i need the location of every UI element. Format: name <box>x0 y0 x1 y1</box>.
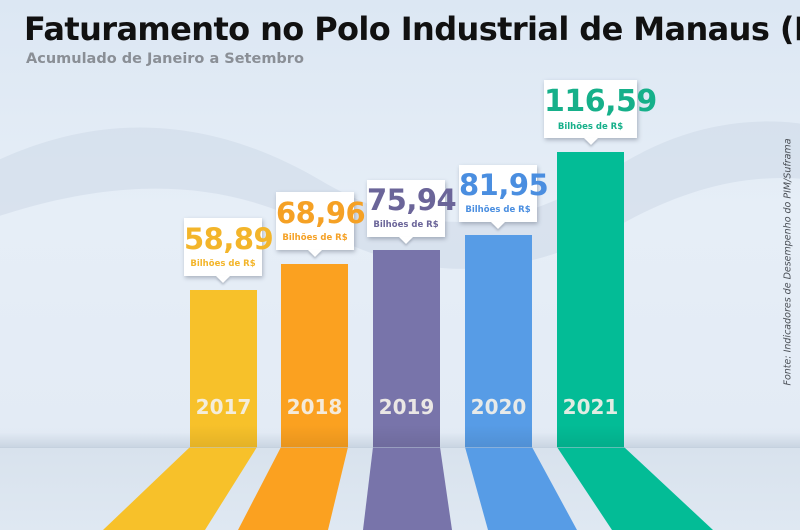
bar-2020: 2020 <box>465 235 532 447</box>
value-callout-2019: 75,94 Bilhões de R$ <box>367 180 457 237</box>
bar-2018: 2018 <box>281 264 348 447</box>
ramp-2019 <box>363 447 452 530</box>
bar-2017: 2017 <box>190 290 257 447</box>
bar-2019: 2019 <box>373 250 440 447</box>
ramp-2018 <box>238 447 348 530</box>
bar-2021: 2021 <box>557 152 624 447</box>
value-callout-2021: 116,59 Bilhões de R$ <box>544 80 657 138</box>
chart-subtitle: Acumulado de Janeiro a Setembro <box>26 51 304 67</box>
value-label: 68,96 <box>276 196 366 230</box>
year-label: 2021 <box>562 395 619 419</box>
year-label: 2017 <box>195 395 252 419</box>
value-label: 81,95 <box>459 168 549 202</box>
chart-title: Faturamento no Polo Industrial de Manaus… <box>24 10 800 48</box>
ramp-2020 <box>465 447 577 530</box>
unit-label: Bilhões de R$ <box>282 233 348 243</box>
value-label: 116,59 <box>544 84 657 119</box>
source-note: Fonte: Indicadores de Desempenho do PIM/… <box>782 138 794 386</box>
year-label: 2020 <box>470 395 527 419</box>
unit-label: Bilhões de R$ <box>373 220 439 230</box>
value-callout-2018: 68,96 Bilhões de R$ <box>276 192 366 250</box>
perspective-floor-ramps <box>103 447 713 530</box>
unit-label: Bilhões de R$ <box>190 259 256 269</box>
unit-label: Bilhões de R$ <box>557 122 624 132</box>
ramp-2021 <box>557 447 713 530</box>
value-callout-2017: 58,89 Bilhões de R$ <box>184 218 274 276</box>
year-label: 2018 <box>286 395 343 419</box>
value-label: 75,94 <box>367 183 457 217</box>
year-label: 2019 <box>378 395 435 419</box>
value-label: 58,89 <box>184 222 274 256</box>
value-callout-2020: 81,95 Bilhões de R$ <box>459 165 549 222</box>
ramp-2017 <box>103 447 257 530</box>
unit-label: Bilhões de R$ <box>465 205 531 215</box>
